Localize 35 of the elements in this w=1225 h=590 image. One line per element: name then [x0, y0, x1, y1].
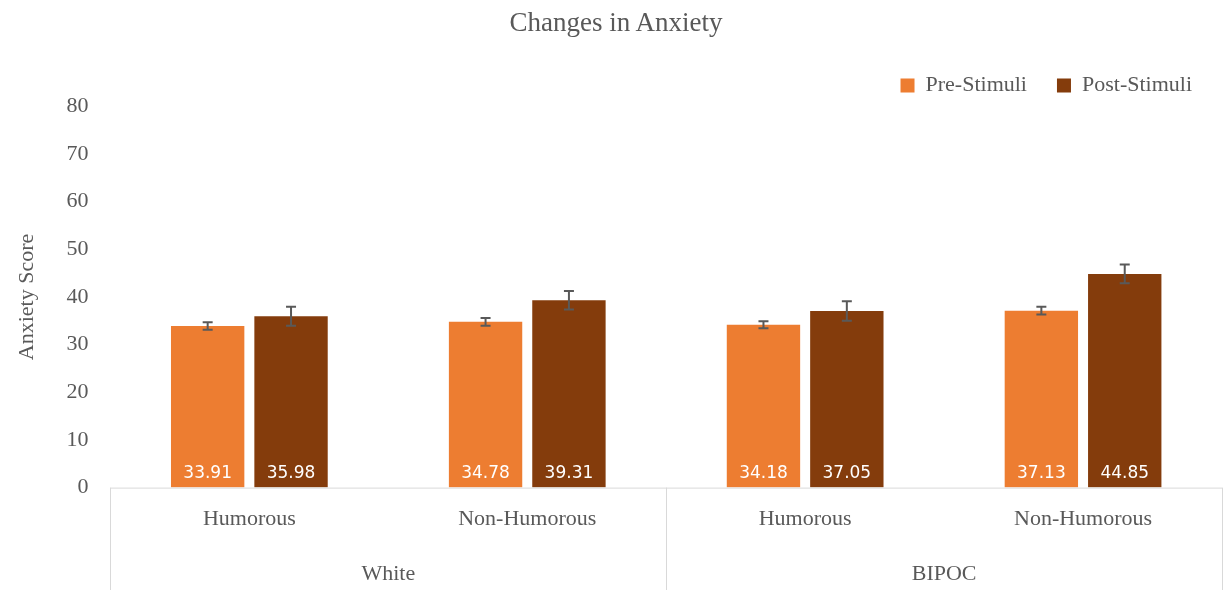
- y-tick-label: 50: [66, 235, 89, 261]
- data-label: 34.18: [739, 461, 788, 482]
- bar: [254, 316, 328, 488]
- y-tick-label: 20: [66, 378, 89, 404]
- data-label: 37.13: [1017, 461, 1066, 482]
- legend-label: Post-Stimuli: [1081, 71, 1193, 97]
- x-tick-label: Humorous: [758, 504, 852, 530]
- chart-title: Changes in Anxiety: [509, 7, 723, 38]
- text: BIPOC: [911, 559, 977, 585]
- bar: [448, 321, 523, 488]
- y-tick-label: 80: [66, 92, 89, 118]
- data-label: 34.78: [461, 461, 510, 482]
- text: White: [361, 559, 416, 585]
- bar: [532, 300, 606, 488]
- y-tick-label: 60: [66, 187, 89, 213]
- y-tick-label: 40: [66, 282, 89, 308]
- data-label: 39.31: [544, 461, 594, 482]
- bar: [810, 311, 884, 488]
- data-label: 44.85: [1100, 461, 1150, 482]
- bar: [1004, 310, 1079, 488]
- bar: [1088, 273, 1162, 488]
- y-axis-title: Anxiety Score: [12, 233, 38, 361]
- data-label: 37.05: [822, 461, 872, 482]
- y-tick-label: 10: [66, 425, 89, 451]
- legend-label: Pre-Stimuli: [925, 71, 1027, 97]
- bar: [170, 326, 245, 488]
- data-label: 35.98: [266, 461, 316, 482]
- bar: [726, 324, 801, 488]
- y-tick-label: 0: [77, 473, 89, 499]
- y-tick-label: 70: [66, 139, 89, 165]
- y-tick-label: 30: [66, 330, 89, 356]
- x-tick-label: Non-Humorous: [458, 504, 597, 530]
- x-tick-label: Non-Humorous: [1014, 504, 1153, 530]
- data-label: 33.91: [183, 461, 232, 482]
- x-tick-label: Humorous: [202, 504, 296, 530]
